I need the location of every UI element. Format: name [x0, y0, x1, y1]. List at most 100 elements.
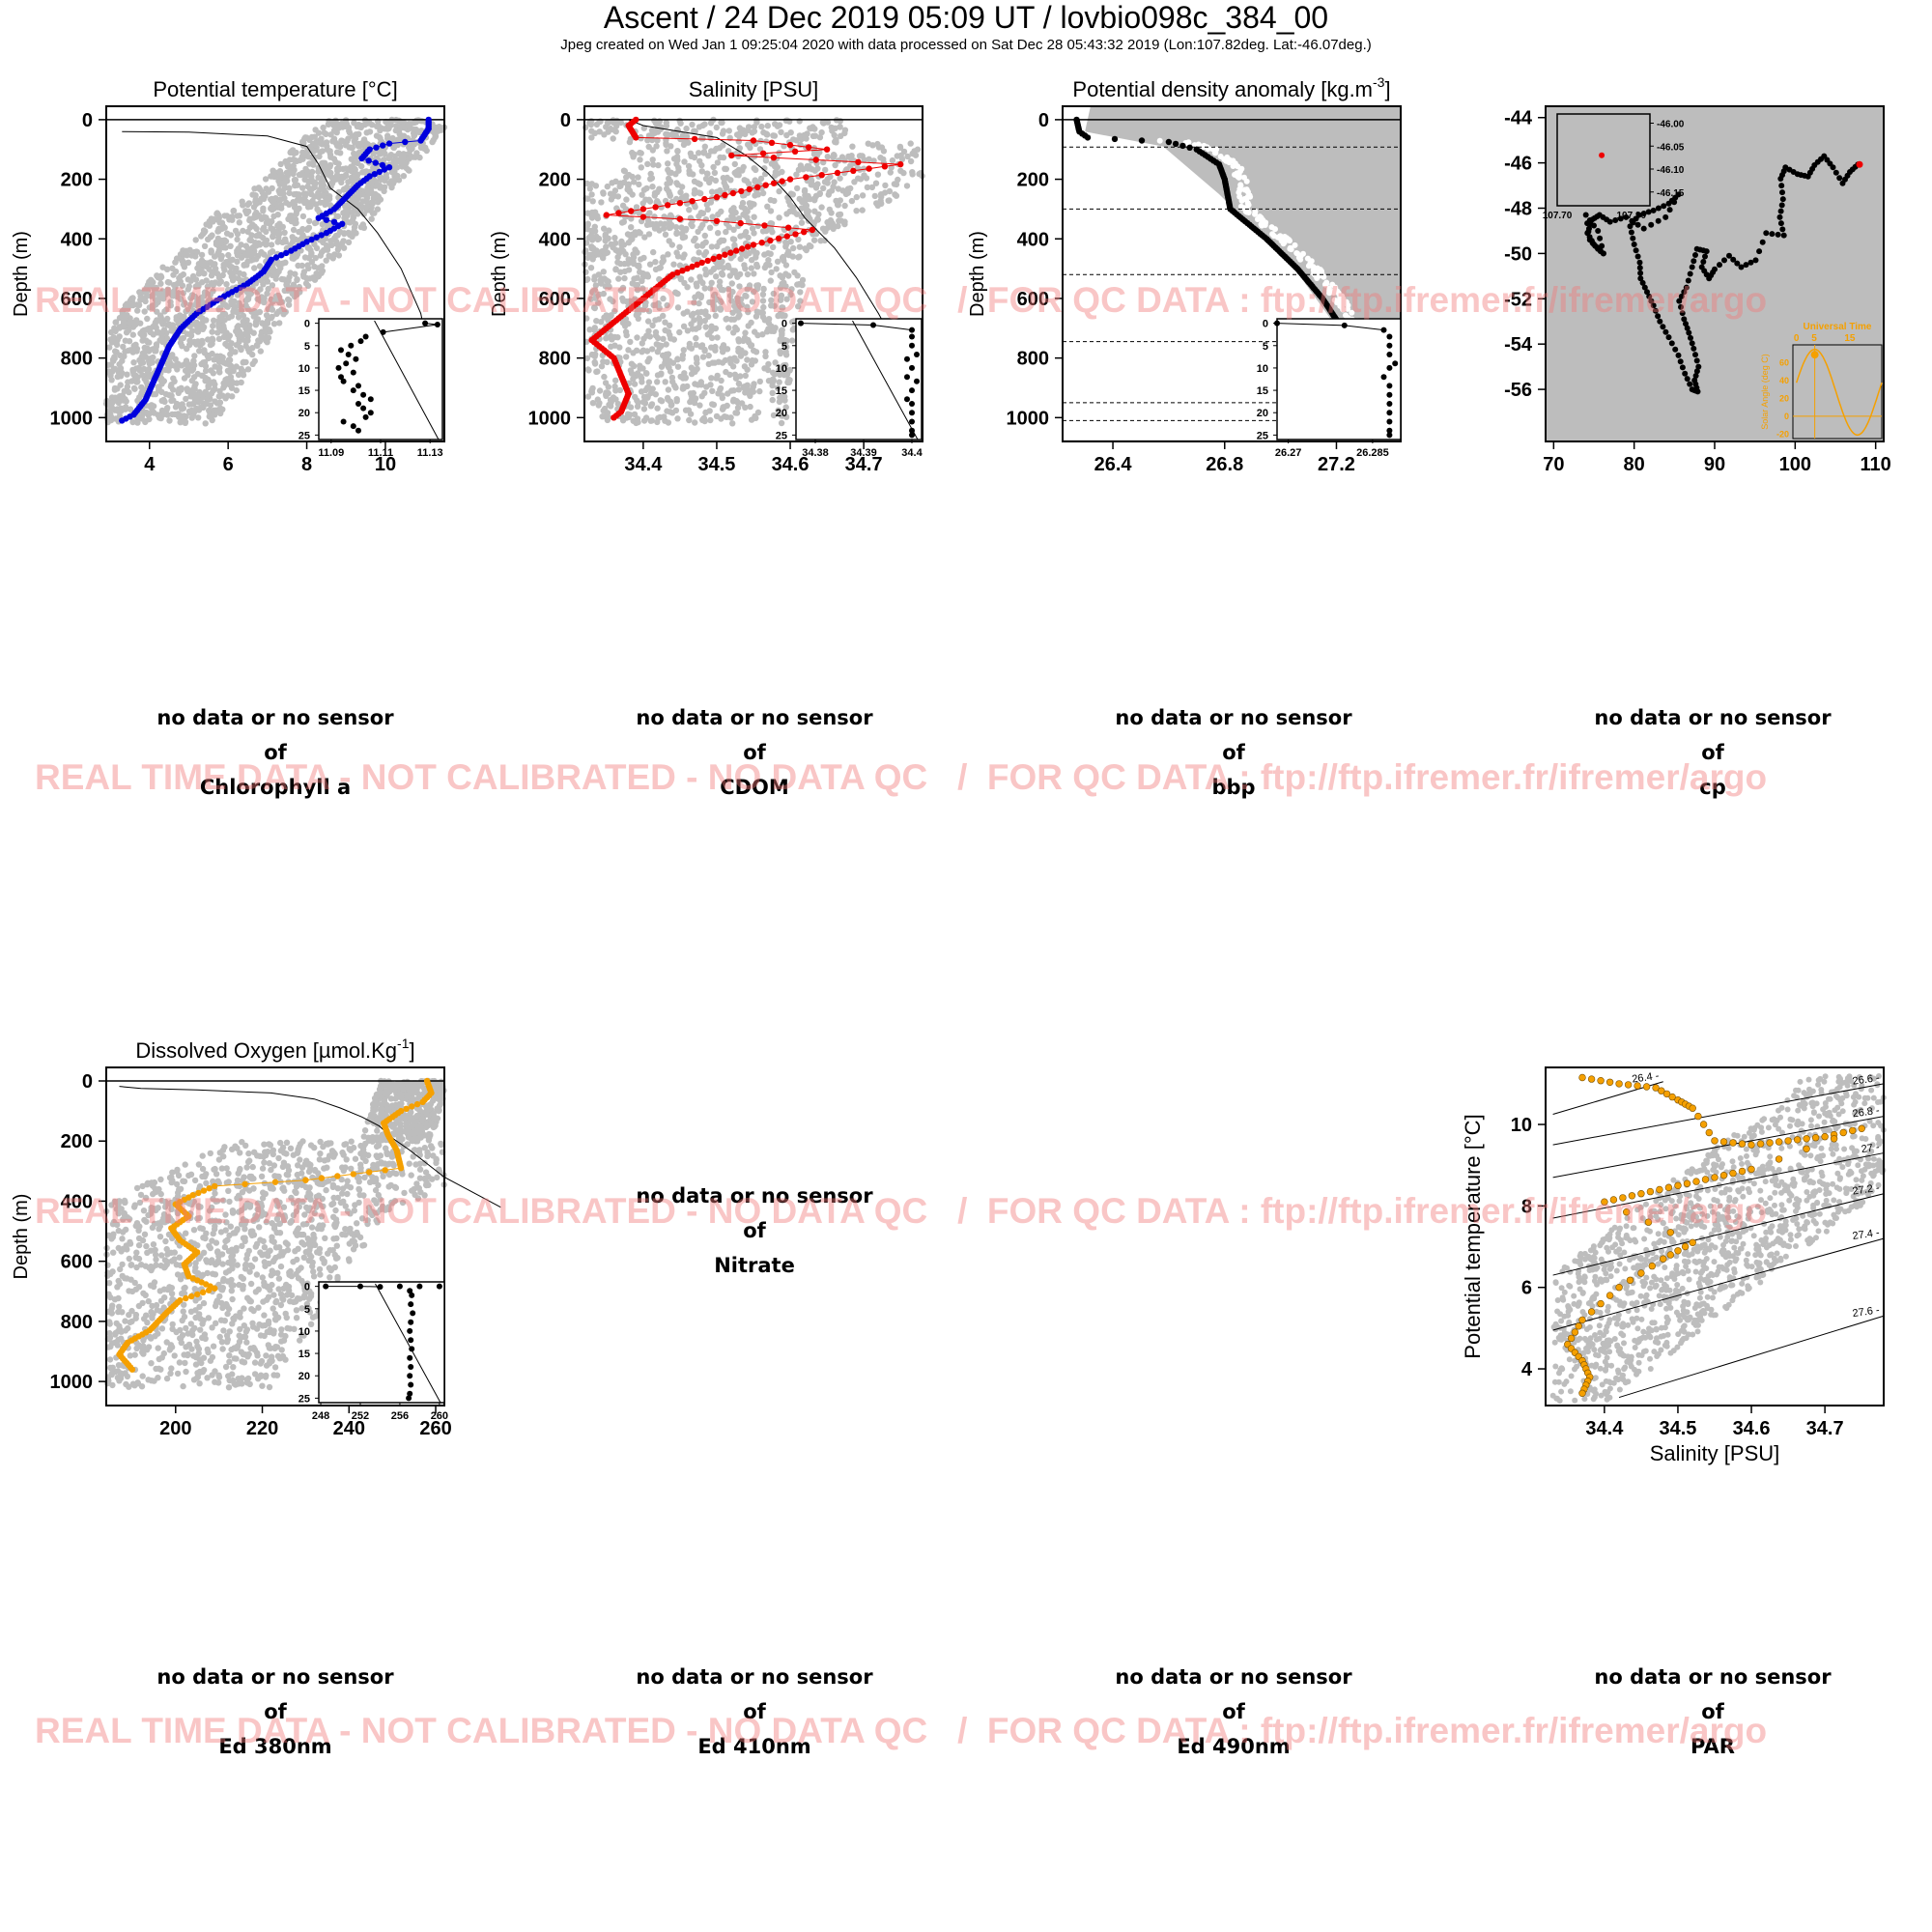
climatology-point [718, 238, 724, 244]
climatology-point [611, 119, 617, 127]
inset-point [355, 427, 361, 434]
climatology-point [249, 360, 256, 367]
climatology-point [808, 242, 814, 250]
inset-y-tick-label: 15 [298, 385, 310, 397]
climatology-point [229, 216, 236, 223]
climatology-point [838, 217, 844, 224]
track-point [1836, 175, 1843, 182]
profile-point [775, 235, 782, 242]
climatology-point [351, 120, 357, 127]
climatology-point [117, 382, 124, 388]
profile-point [323, 229, 330, 237]
plot-frame [105, 105, 445, 442]
profile-point [385, 140, 393, 147]
climatology-point [366, 180, 374, 186]
climatology-point [214, 329, 221, 336]
climatology-point [712, 312, 719, 320]
climatology-point [590, 304, 598, 311]
inset-point [434, 322, 440, 327]
profile-point [1179, 142, 1186, 150]
climatology-point [690, 389, 696, 397]
gap-point [1310, 264, 1317, 270]
climatology-point [644, 273, 652, 280]
climatology-point [219, 406, 226, 412]
climatology-point [166, 417, 173, 424]
climatology-point [276, 186, 283, 194]
profile-point [684, 265, 691, 272]
chart-title: Potential temperature [°C] [153, 77, 397, 101]
inset-y-tick-label: 15 [776, 385, 787, 397]
climatology-point [672, 384, 679, 391]
climatology-point [200, 231, 207, 238]
climatology-point [295, 262, 301, 270]
climatology-point [308, 185, 315, 193]
inset-point [909, 364, 915, 371]
climatology-point [612, 178, 619, 185]
gap-point [1237, 183, 1244, 189]
climatology-point [377, 196, 384, 203]
profile-point [679, 268, 686, 274]
climatology-point [739, 199, 747, 207]
climatology-point [673, 398, 680, 405]
climatology-point [304, 282, 312, 289]
climatology-point [665, 386, 672, 393]
zoom-inset-y-tick-label: -46.05 [1657, 142, 1685, 153]
climatology-point [214, 228, 221, 235]
climatology-point [866, 156, 872, 162]
climatology-point [598, 319, 605, 326]
gap-point [1258, 214, 1264, 221]
climatology-point [144, 315, 151, 323]
y-tick-label: -56 [1504, 380, 1532, 401]
climatology-point [588, 134, 595, 141]
climatology-point [724, 315, 730, 323]
climatology-point [907, 157, 915, 165]
climatology-point [593, 249, 601, 257]
climatology-point [699, 122, 706, 129]
climatology-point [665, 251, 671, 258]
climatology-point [688, 345, 696, 352]
inset-point [909, 387, 915, 394]
inset-point [338, 374, 344, 381]
sun-inset-title: Universal Time [1804, 322, 1872, 332]
climatology-point [648, 417, 655, 424]
climatology-point [701, 232, 708, 240]
climatology-point [327, 238, 334, 244]
climatology-point [333, 176, 340, 183]
climatology-point [146, 411, 153, 417]
climatology-point [256, 185, 263, 192]
climatology-point [235, 275, 242, 282]
climatology-point [666, 169, 672, 176]
climatology-point [680, 347, 687, 354]
track-point [1666, 207, 1673, 213]
climatology-point [625, 171, 633, 179]
inset-x-tick-label: 11.13 [417, 447, 443, 459]
climatology-point [648, 136, 656, 144]
climatology-point [699, 354, 707, 360]
climatology-point [203, 317, 210, 324]
climatology-point [355, 189, 362, 196]
climatology-point [668, 198, 676, 205]
climatology-point [837, 175, 843, 182]
profile-point [323, 216, 330, 223]
climatology-point [637, 230, 643, 237]
climatology-point [628, 215, 635, 222]
zoom-inset-frame [1556, 113, 1651, 207]
climatology-point [192, 237, 199, 243]
profile-point [786, 176, 794, 183]
climatology-point [732, 209, 739, 216]
climatology-point [134, 307, 141, 314]
climatology-point [691, 190, 697, 197]
climatology-point [245, 208, 252, 214]
climatology-point [702, 216, 710, 223]
climatology-point [751, 165, 757, 172]
inset-x-tick-label: 34.38 [802, 447, 829, 459]
climatology-point [882, 182, 889, 189]
climatology-point [292, 182, 298, 189]
climatology-point [762, 157, 770, 164]
climatology-point [115, 408, 123, 415]
climatology-point [261, 298, 268, 304]
profile-point [770, 155, 778, 161]
